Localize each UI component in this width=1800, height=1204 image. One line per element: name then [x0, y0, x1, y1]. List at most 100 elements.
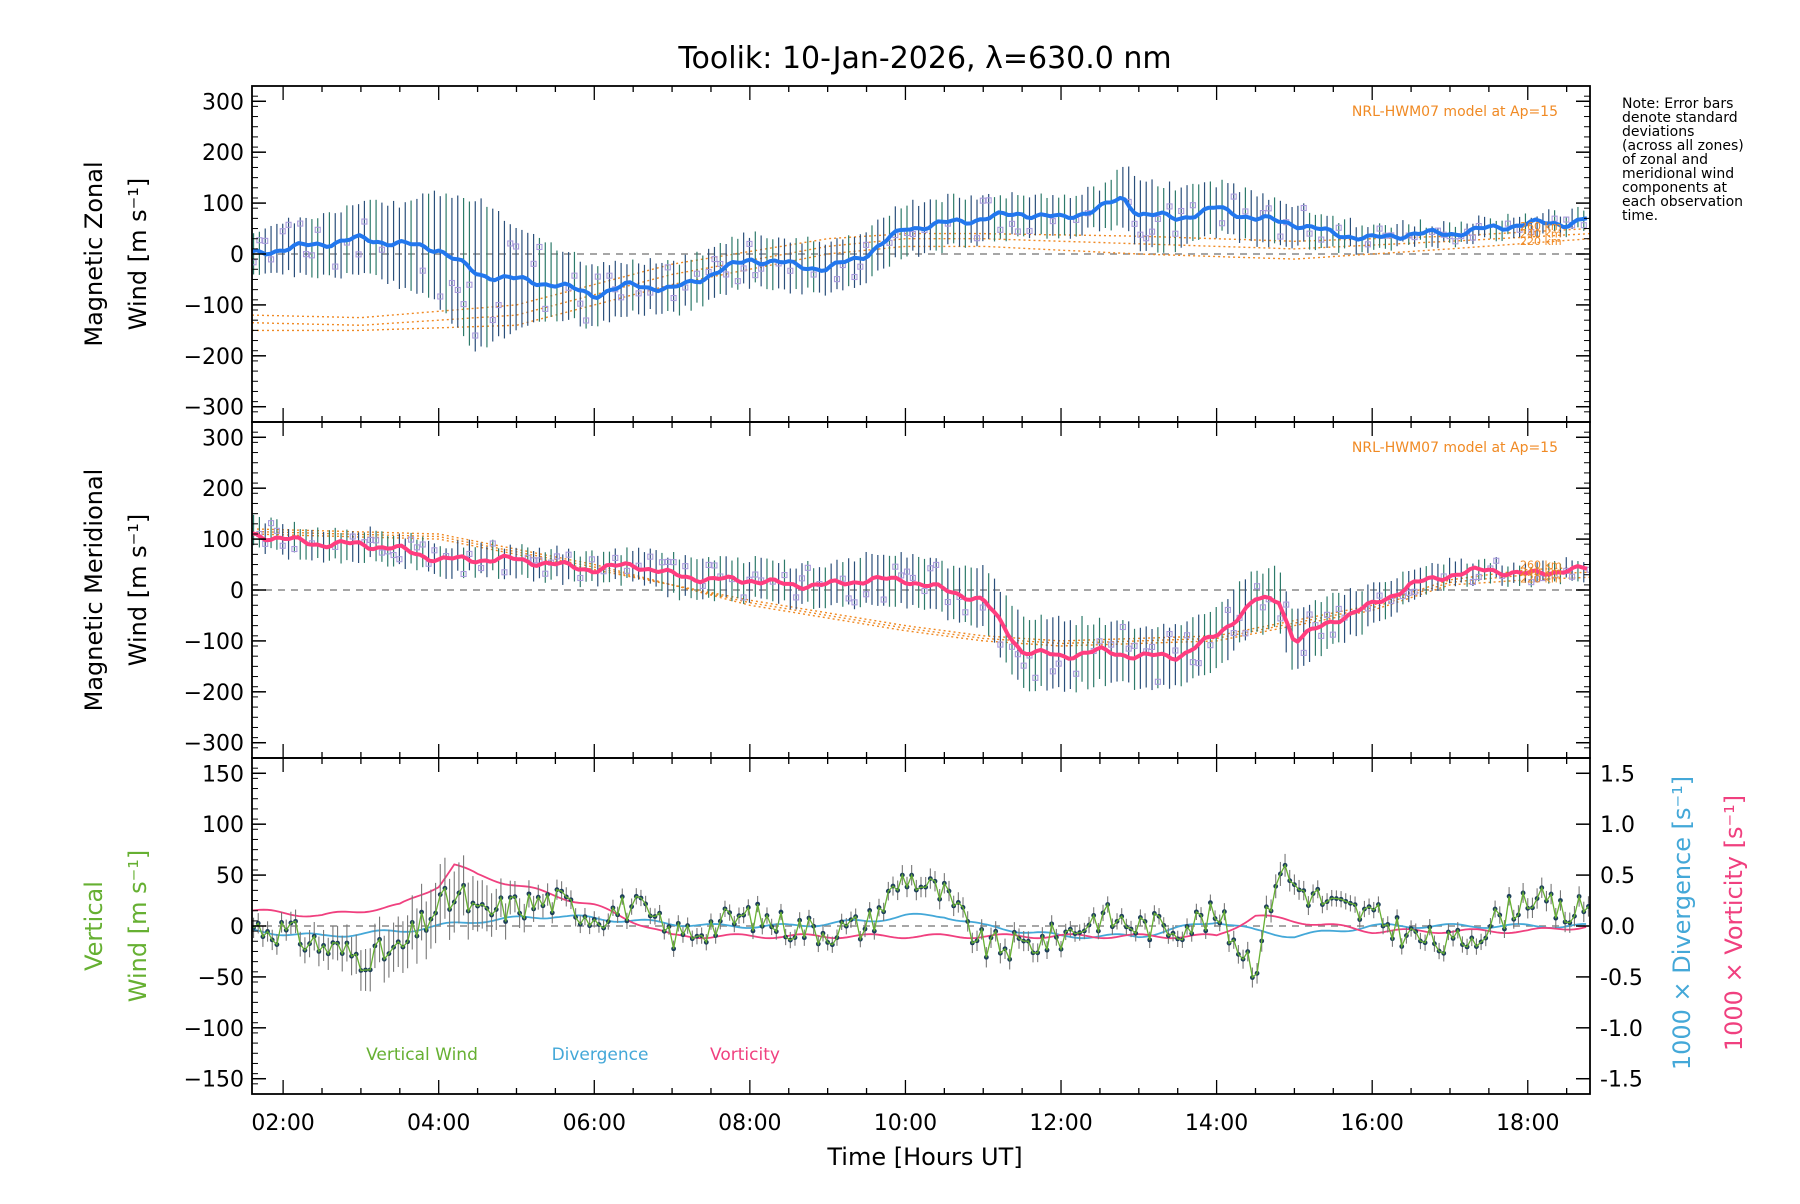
- scatter-point: [1405, 589, 1412, 596]
- plot-area: [252, 514, 1590, 693]
- scatter-point: [390, 551, 397, 559]
- divergence-line: [252, 912, 1587, 940]
- scatter-point: [1189, 202, 1196, 209]
- scatter-point: [413, 544, 420, 551]
- scatter-point: [933, 561, 940, 568]
- scatter-point: [1469, 234, 1476, 241]
- scatter-point: [664, 558, 671, 565]
- x-tick-label: 08:00: [718, 1111, 781, 1136]
- y-tick-label: −150: [184, 1068, 244, 1093]
- scatter-point: [1259, 604, 1266, 611]
- scatter-point: [1166, 631, 1173, 638]
- y-tick-label: 150: [202, 762, 244, 787]
- scatter-point: [1277, 233, 1284, 240]
- scatter-point: [1242, 208, 1249, 215]
- scatter-point: [1014, 651, 1021, 658]
- y-tick-label: 300: [202, 90, 244, 115]
- scatter-point: [903, 568, 911, 575]
- scatter-point: [793, 594, 800, 601]
- scatter-point: [419, 267, 426, 274]
- scatter-point: [664, 264, 671, 271]
- scatter-point: [1335, 224, 1342, 231]
- x-tick-label: 18:00: [1496, 1111, 1559, 1136]
- note-line: each observation: [1622, 194, 1743, 210]
- model-curve: [252, 232, 1590, 327]
- scatter-point: [740, 594, 747, 601]
- scatter-point: [845, 595, 852, 602]
- scatter-point: [252, 259, 257, 266]
- y-tick-label: 200: [202, 141, 244, 166]
- scatter-point: [1580, 222, 1587, 229]
- y-tick-label: −300: [184, 732, 244, 757]
- scatter-point: [466, 550, 473, 557]
- right-tick-label: 0.5: [1600, 864, 1635, 889]
- scatter-point: [501, 569, 508, 576]
- model-label: NRL-HWM07 model at Ap=15: [1352, 440, 1558, 456]
- x-tick-label: 14:00: [1185, 1111, 1248, 1136]
- model-height-label: 240 km: [1520, 565, 1562, 578]
- right-tick-label: 1.0: [1600, 813, 1635, 838]
- scatter-point: [466, 281, 473, 288]
- scatter-point: [606, 272, 613, 279]
- note-line: time.: [1622, 208, 1658, 224]
- scatter-point: [705, 561, 712, 568]
- x-tick-label: 02:00: [251, 1111, 314, 1136]
- scatter-point: [1569, 573, 1576, 580]
- right-tick-label: -1.5: [1600, 1068, 1643, 1093]
- scatter-point: [752, 571, 759, 578]
- scatter-point: [909, 230, 916, 238]
- scatter-point: [577, 300, 584, 307]
- scatter-point: [670, 294, 677, 302]
- scatter-point: [1154, 678, 1161, 685]
- scatter-point: [1195, 660, 1202, 667]
- scatter-point: [291, 545, 298, 553]
- scatter-point: [1563, 216, 1570, 223]
- scatter-point: [682, 284, 689, 291]
- y-axis-title-line2: Wind [m s⁻¹]: [124, 514, 152, 666]
- y-axis-title-line2: Wind [m s⁻¹]: [124, 850, 152, 1002]
- scatter-point: [997, 641, 1004, 648]
- zonal-wind-line: [252, 195, 1588, 300]
- note-line: denote standard: [1622, 110, 1738, 126]
- x-axis-title: Time [Hours UT]: [826, 1143, 1022, 1171]
- scatter-point: [361, 218, 368, 225]
- scatter-point: [431, 547, 438, 554]
- y-axis-title-line2: Wind [m s⁻¹]: [124, 178, 152, 330]
- scatter-point: [973, 235, 981, 242]
- scatter-point: [1148, 643, 1156, 650]
- scatter-point: [355, 251, 362, 258]
- scatter-point: [1329, 631, 1336, 638]
- scatter-point: [378, 549, 385, 556]
- scatter-point: [396, 556, 403, 563]
- right-tick-label: -1.0: [1600, 1017, 1643, 1042]
- scatter-point: [1376, 592, 1383, 599]
- scatter-point: [1469, 578, 1476, 586]
- scatter-point: [1504, 220, 1511, 227]
- scatter-point: [1137, 231, 1144, 238]
- legend-item: Divergence: [552, 1045, 649, 1065]
- model-curve: [252, 227, 1590, 319]
- scatter-point: [262, 237, 269, 244]
- scatter-point: [1049, 218, 1056, 225]
- scatter-point: [437, 293, 444, 300]
- scatter-point: [1528, 228, 1535, 236]
- right-tick-label: 0.0: [1600, 915, 1635, 940]
- scatter-point: [460, 301, 467, 308]
- scatter-point: [507, 240, 514, 247]
- scatter-point: [1265, 205, 1272, 212]
- scatter-point: [962, 609, 969, 616]
- scatter-point: [542, 570, 549, 577]
- scatter-point: [810, 271, 817, 278]
- note-line: of zonal and: [1622, 152, 1708, 168]
- scatter-point: [1125, 645, 1132, 652]
- scatter-point: [279, 228, 286, 235]
- scatter-point: [594, 273, 601, 280]
- scatter-point: [565, 551, 572, 558]
- chart-title: Toolik: 10-Jan-2026, λ=630.0 nm: [677, 41, 1171, 76]
- scatter-point: [1131, 642, 1138, 649]
- scatter-point: [297, 220, 304, 227]
- scatter-point: [303, 251, 310, 258]
- scatter-point: [1364, 241, 1371, 248]
- scatter-point: [851, 273, 858, 281]
